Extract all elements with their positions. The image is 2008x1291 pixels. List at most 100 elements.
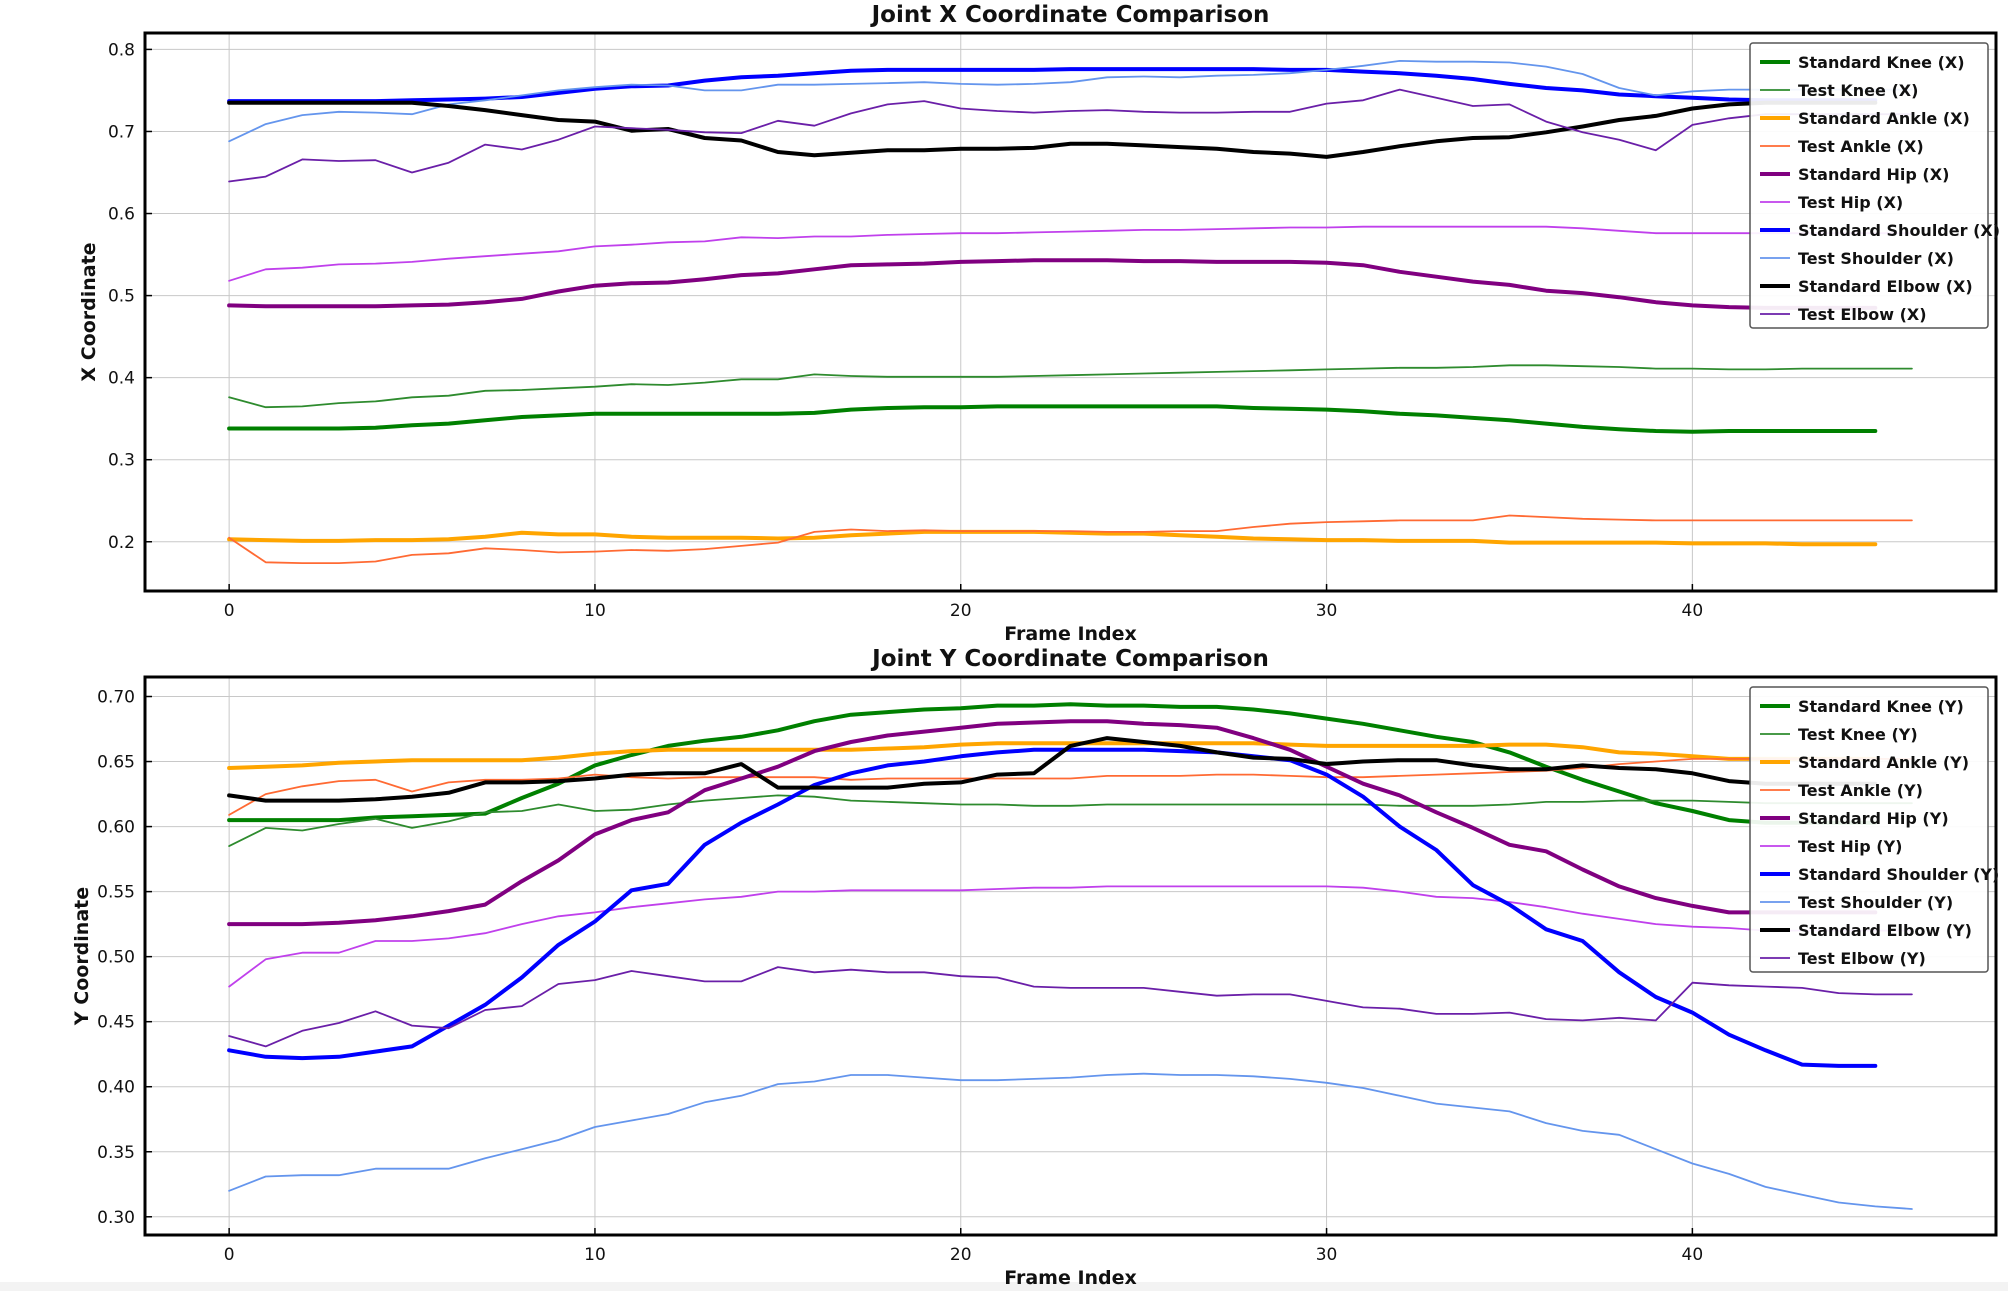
legend-item: Test Hip (Y): [1760, 837, 1903, 856]
y-tick-label: 0.4: [108, 369, 135, 389]
series-line-2: [228, 364, 1913, 409]
x-tick-label: 0: [224, 601, 235, 621]
legend-item: Standard Hip (Y): [1760, 809, 1949, 828]
x-tick-label: 40: [1682, 1245, 1704, 1265]
x-tick-label: 40: [1682, 601, 1704, 621]
x-axis-label: Frame Index: [1004, 623, 1137, 645]
legend-label: Test Ankle (Y): [1798, 781, 1923, 800]
legend-item: Test Ankle (X): [1760, 137, 1924, 156]
chart-title: Joint X Coordinate Comparison: [870, 2, 1270, 28]
y-tick-label: 0.5: [108, 287, 135, 307]
y-tick-label: 0.45: [97, 1013, 135, 1033]
y-tick-label: 0.60: [97, 818, 135, 838]
legend-item: Test Elbow (X): [1760, 305, 1927, 324]
series-line-4: [228, 758, 1913, 816]
chart-x-coordinate: 0 10 20 30 40 0.2 0.3 0.4 0.5 0.6 0.7 0.8 Joint X Co…: [78, 2, 2000, 645]
x-tick-label: 20: [950, 1245, 972, 1265]
legend-item: Standard Elbow (X): [1760, 277, 1973, 296]
x-tick-label: 10: [584, 601, 606, 621]
series-line-9: [227, 100, 1878, 159]
series-line-5: [227, 258, 1878, 310]
legend-label: Test Hip (Y): [1798, 837, 1903, 856]
series-line-1: [227, 702, 1878, 825]
y-axis-label: X Coordinate: [78, 242, 100, 381]
legend-label: Standard Shoulder (Y): [1798, 865, 1999, 884]
series-line-4: [228, 514, 1913, 564]
chart-y-coordinate: 0 10 20 30 40 0.30 0.35 0.40 0.45 0.50 0.55 0.60 0.6…: [71, 646, 1999, 1289]
series-line-3: [227, 529, 1878, 547]
chart-title: Joint Y Coordinate Comparison: [870, 646, 1269, 672]
series-line-2: [228, 794, 1913, 847]
legend-label: Test Hip (X): [1798, 193, 1903, 212]
series-line-10: [228, 966, 1913, 1048]
legend-item: Standard Hip (X): [1760, 165, 1949, 184]
y-tick-label: 0.6: [108, 205, 135, 225]
legend-label: Standard Shoulder (X): [1798, 221, 2000, 240]
x-tick-label: 0: [224, 1245, 235, 1265]
x-axis-label: Frame Index: [1004, 1267, 1137, 1289]
legend-item: Standard Ankle (Y): [1760, 753, 1969, 772]
legend-label: Standard Knee (X): [1798, 53, 1965, 72]
y-tick-label: 0.40: [97, 1078, 135, 1098]
legend-label: Standard Elbow (X): [1798, 277, 1973, 296]
series-line-3: [227, 741, 1878, 770]
legend-label: Test Ankle (X): [1798, 137, 1924, 156]
y-tick-label: 0.8: [108, 40, 135, 60]
y-tick-label: 0.7: [108, 122, 135, 142]
y-tick-label: 0.35: [97, 1143, 135, 1163]
legend-item: Test Elbow (Y): [1760, 949, 1926, 968]
legend: Standard Knee (Y) Test Knee (Y) Standard A…: [1749, 686, 1999, 973]
legend-item: Test Knee (Y): [1760, 725, 1918, 744]
series-line-7: [227, 747, 1878, 1068]
x-tick-label: 10: [584, 1245, 606, 1265]
legend-label: Test Shoulder (Y): [1798, 893, 1953, 912]
legend-label: Standard Elbow (Y): [1798, 921, 1972, 940]
plot-area: [145, 677, 1996, 1235]
series-line-8: [228, 60, 1913, 143]
y-tick-label: 0.2: [108, 533, 135, 553]
legend-item: Standard Ankle (X): [1760, 109, 1970, 128]
series-line-10: [228, 88, 1913, 183]
plot-area: [145, 33, 1996, 591]
legend-item: Test Ankle (Y): [1760, 781, 1923, 800]
legend-label: Standard Hip (Y): [1798, 809, 1949, 828]
series-line-6: [228, 885, 1913, 988]
series-line-8: [228, 1072, 1913, 1210]
grid: [145, 677, 1996, 1235]
ticks: 0 10 20 30 40 0.2 0.3 0.4 0.5 0.6 0.7 0.8: [108, 40, 1703, 621]
legend-item: Test Hip (X): [1760, 193, 1903, 212]
y-tick-label: 0.70: [97, 688, 135, 708]
x-tick-label: 30: [1316, 601, 1338, 621]
x-tick-label: 30: [1316, 1245, 1338, 1265]
legend-item: Test Knee (X): [1760, 81, 1918, 100]
legend-item: Test Shoulder (Y): [1760, 893, 1953, 912]
legend-item: Standard Knee (Y): [1760, 697, 1964, 716]
legend-label: Test Shoulder (X): [1798, 249, 1954, 268]
legend-box: [1749, 42, 1989, 329]
plot-frame: [143, 31, 1998, 593]
legend-item: Standard Shoulder (X): [1760, 221, 2000, 240]
legend: Standard Knee (X) Test Knee (X) Standard A…: [1749, 42, 2000, 329]
x-tick-label: 20: [950, 601, 972, 621]
series-group: [227, 702, 1913, 1210]
legend-label: Test Knee (X): [1798, 81, 1918, 100]
series-group: [227, 60, 1913, 564]
legend-item: Test Shoulder (X): [1760, 249, 1954, 268]
legend-item: Standard Elbow (Y): [1760, 921, 1972, 940]
ticks: 0 10 20 30 40 0.30 0.35 0.40 0.45 0.50 0.55 0.60 0.6…: [97, 688, 1703, 1265]
legend-label: Standard Hip (X): [1798, 165, 1949, 184]
legend-label: Test Elbow (Y): [1798, 949, 1926, 968]
y-axis-label: Y Coordinate: [71, 887, 93, 1026]
legend-label: Test Elbow (X): [1798, 305, 1927, 324]
legend-item: Standard Knee (X): [1760, 53, 1965, 72]
legend-box: [1749, 686, 1989, 973]
legend-label: Test Knee (Y): [1798, 725, 1918, 744]
y-tick-label: 0.3: [108, 451, 135, 471]
legend-item: Standard Shoulder (Y): [1760, 865, 1999, 884]
y-tick-label: 0.65: [97, 753, 135, 773]
window-bottom-strip: [0, 1282, 2008, 1291]
series-line-5: [227, 719, 1878, 927]
y-tick-label: 0.30: [97, 1208, 135, 1228]
series-line-1: [227, 404, 1878, 434]
